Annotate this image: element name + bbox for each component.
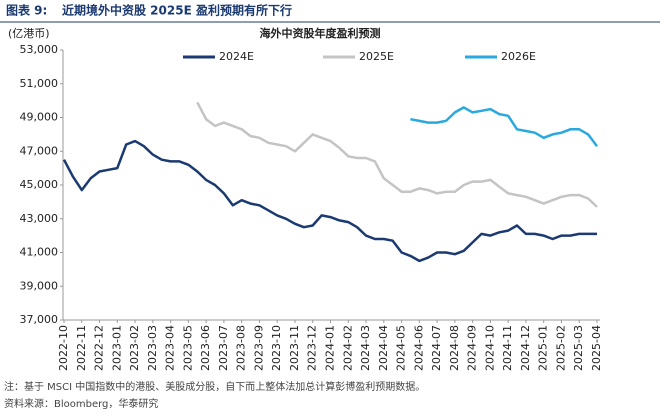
- x-tick-label: 2024-11: [501, 325, 514, 371]
- x-tick-label: 2024-02: [341, 325, 354, 371]
- x-tick-label: 2023-08: [235, 325, 248, 371]
- legend-label: 2026E: [501, 50, 536, 63]
- x-tick-label: 2023-02: [128, 325, 141, 371]
- x-tick-label: 2023-06: [199, 325, 212, 371]
- x-tick-label: 2025-01: [537, 325, 550, 371]
- series-line: [410, 106, 598, 147]
- x-tick-label: 2024-05: [395, 325, 408, 371]
- x-tick-label: 2025-04: [590, 325, 603, 371]
- x-tick-label: 2023-10: [270, 325, 283, 371]
- series-line: [196, 101, 598, 208]
- y-axis-label: (亿港币): [8, 27, 50, 40]
- x-tick-label: 2023-03: [146, 325, 159, 371]
- legend-label: 2024E: [219, 50, 254, 63]
- y-tick-label: 47,000: [20, 144, 59, 157]
- y-tick-label: 49,000: [20, 111, 59, 124]
- y-tick-label: 45,000: [20, 178, 59, 191]
- x-tick-label: 2025-03: [572, 325, 585, 371]
- y-tick-label: 43,000: [20, 212, 59, 225]
- x-tick-label: 2023-12: [306, 325, 319, 371]
- source: 资料来源：Bloomberg，华泰研究: [4, 397, 158, 410]
- series-line: [62, 139, 597, 263]
- y-tick-label: 51,000: [20, 77, 59, 90]
- note: 注：基于 MSCI 中国指数中的港股、美股成分股，自下而上整体法加总计算彭博盈利…: [4, 380, 425, 393]
- chart-title: 海外中资股年度盈利预测: [260, 26, 381, 40]
- x-tick-label: 2024-01: [324, 325, 337, 371]
- x-tick-label: 2024-03: [359, 325, 372, 371]
- x-tick-label: 2024-07: [430, 325, 443, 371]
- x-tick-label: 2023-07: [217, 325, 230, 371]
- x-tick-label: 2024-04: [377, 325, 390, 371]
- x-tick-label: 2023-11: [288, 325, 301, 371]
- x-tick-label: 2022-12: [93, 325, 106, 371]
- x-tick-label: 2023-09: [252, 325, 265, 371]
- x-tick-label: 2024-12: [519, 325, 532, 371]
- x-tick-label: 2022-11: [75, 325, 88, 371]
- x-tick-label: 2022-10: [57, 325, 70, 371]
- x-tick-label: 2024-09: [466, 325, 479, 371]
- x-tick-label: 2023-05: [181, 325, 194, 371]
- legend-label: 2025E: [359, 50, 394, 63]
- y-tick-label: 39,000: [20, 279, 59, 292]
- y-tick-label: 37,000: [20, 313, 59, 326]
- x-tick-label: 2024-08: [448, 325, 461, 371]
- x-tick-label: 2023-04: [164, 325, 177, 371]
- x-tick-label: 2024-10: [483, 325, 496, 371]
- figure-title: 近期境外中资股 2025E 盈利预期有所下行: [62, 3, 292, 18]
- x-tick-label: 2024-06: [412, 325, 425, 371]
- x-tick-label: 2025-02: [554, 325, 567, 371]
- x-tick-label: 2023-01: [110, 325, 123, 371]
- figure-label: 图表 9:: [6, 3, 47, 18]
- y-tick-label: 53,000: [20, 43, 59, 56]
- y-tick-label: 41,000: [20, 246, 59, 259]
